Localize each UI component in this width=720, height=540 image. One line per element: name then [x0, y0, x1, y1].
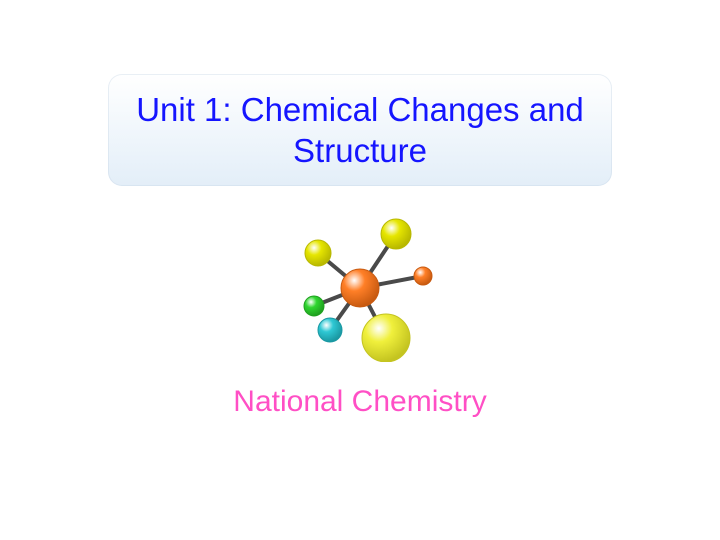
subtitle-text: National Chemistry	[0, 385, 720, 419]
molecule-icon	[278, 198, 442, 362]
title-box: Unit 1: Chemical Changes and Structure	[108, 74, 612, 186]
slide: Unit 1: Chemical Changes and Structure N…	[0, 0, 720, 540]
title-text: Unit 1: Chemical Changes and Structure	[128, 89, 592, 172]
molecule-diagram	[278, 198, 442, 362]
